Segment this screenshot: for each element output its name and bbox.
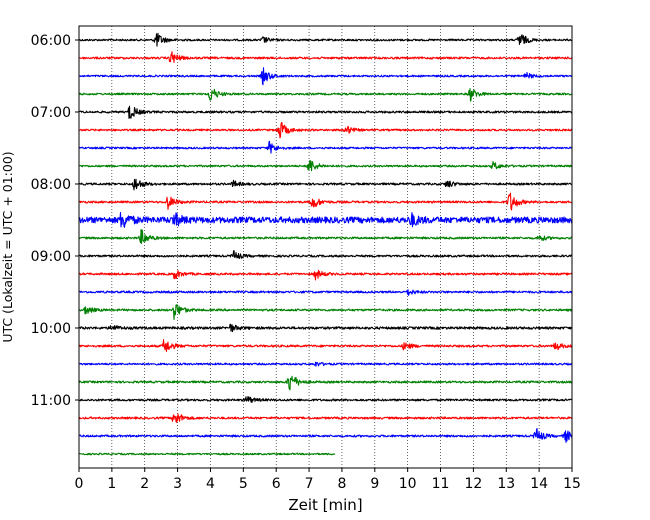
y-tick-label: 09:00 [31,249,71,265]
seismic-trace [79,159,573,172]
x-tick-label: 3 [173,476,182,492]
y-axis: 06:00 07:00 08:00 09:00 10:00 11:00 [31,33,79,409]
x-tick-label: 10 [399,476,417,492]
seismic-trace [79,452,336,456]
y-tick-label: 07:00 [31,105,71,121]
seismic-trace [79,395,573,403]
x-axis: 0 1 2 3 4 5 6 7 8 9 10 11 12 13 14 15 [75,468,581,492]
x-tick-label: 9 [370,476,379,492]
seismic-trace [79,122,573,139]
seismic-trace [79,229,573,244]
x-tick-label: 12 [464,476,482,492]
x-tick-label: 2 [140,476,149,492]
y-tick-label: 10:00 [31,321,71,337]
x-tick-label: 5 [239,476,248,492]
seismic-trace [79,67,573,86]
plot-frame [78,25,573,469]
x-tick-label: 8 [337,476,346,492]
seismic-trace [78,339,573,352]
y-tick-label: 11:00 [31,393,71,409]
y-axis-label: UTC (Lokalzeit = UTC + 01:00) [0,151,15,342]
seismic-trace [79,249,573,259]
x-tick-label: 13 [497,476,515,492]
x-tick-label: 6 [272,476,281,492]
seismic-trace [78,212,573,228]
y-tick-label: 06:00 [31,33,71,49]
trace-group [78,32,573,456]
seismic-trace [79,178,573,191]
seismic-trace [79,32,573,47]
seismic-trace [78,413,573,423]
seismic-trace [79,304,573,321]
x-tick-label: 4 [206,476,215,492]
x-tick-label: 7 [305,476,314,492]
y-tick-label: 08:00 [31,177,71,193]
seismic-trace [79,192,573,211]
seismic-trace [79,361,573,367]
seismic-trace [79,51,573,63]
seismic-trace [79,289,573,296]
seismic-trace [79,140,573,154]
seismic-trace [79,105,573,119]
x-tick-label: 11 [432,476,450,492]
x-tick-label: 0 [75,476,84,492]
seismic-trace [79,427,573,443]
x-tick-label: 14 [530,476,548,492]
seismic-trace [78,88,573,102]
seismic-trace [79,323,573,333]
x-tick-label: 15 [563,476,581,492]
x-axis-label: Zeit [min] [288,496,362,514]
seismic-trace [79,269,573,281]
seismic-trace [78,375,573,391]
x-tick-label: 1 [107,476,116,492]
